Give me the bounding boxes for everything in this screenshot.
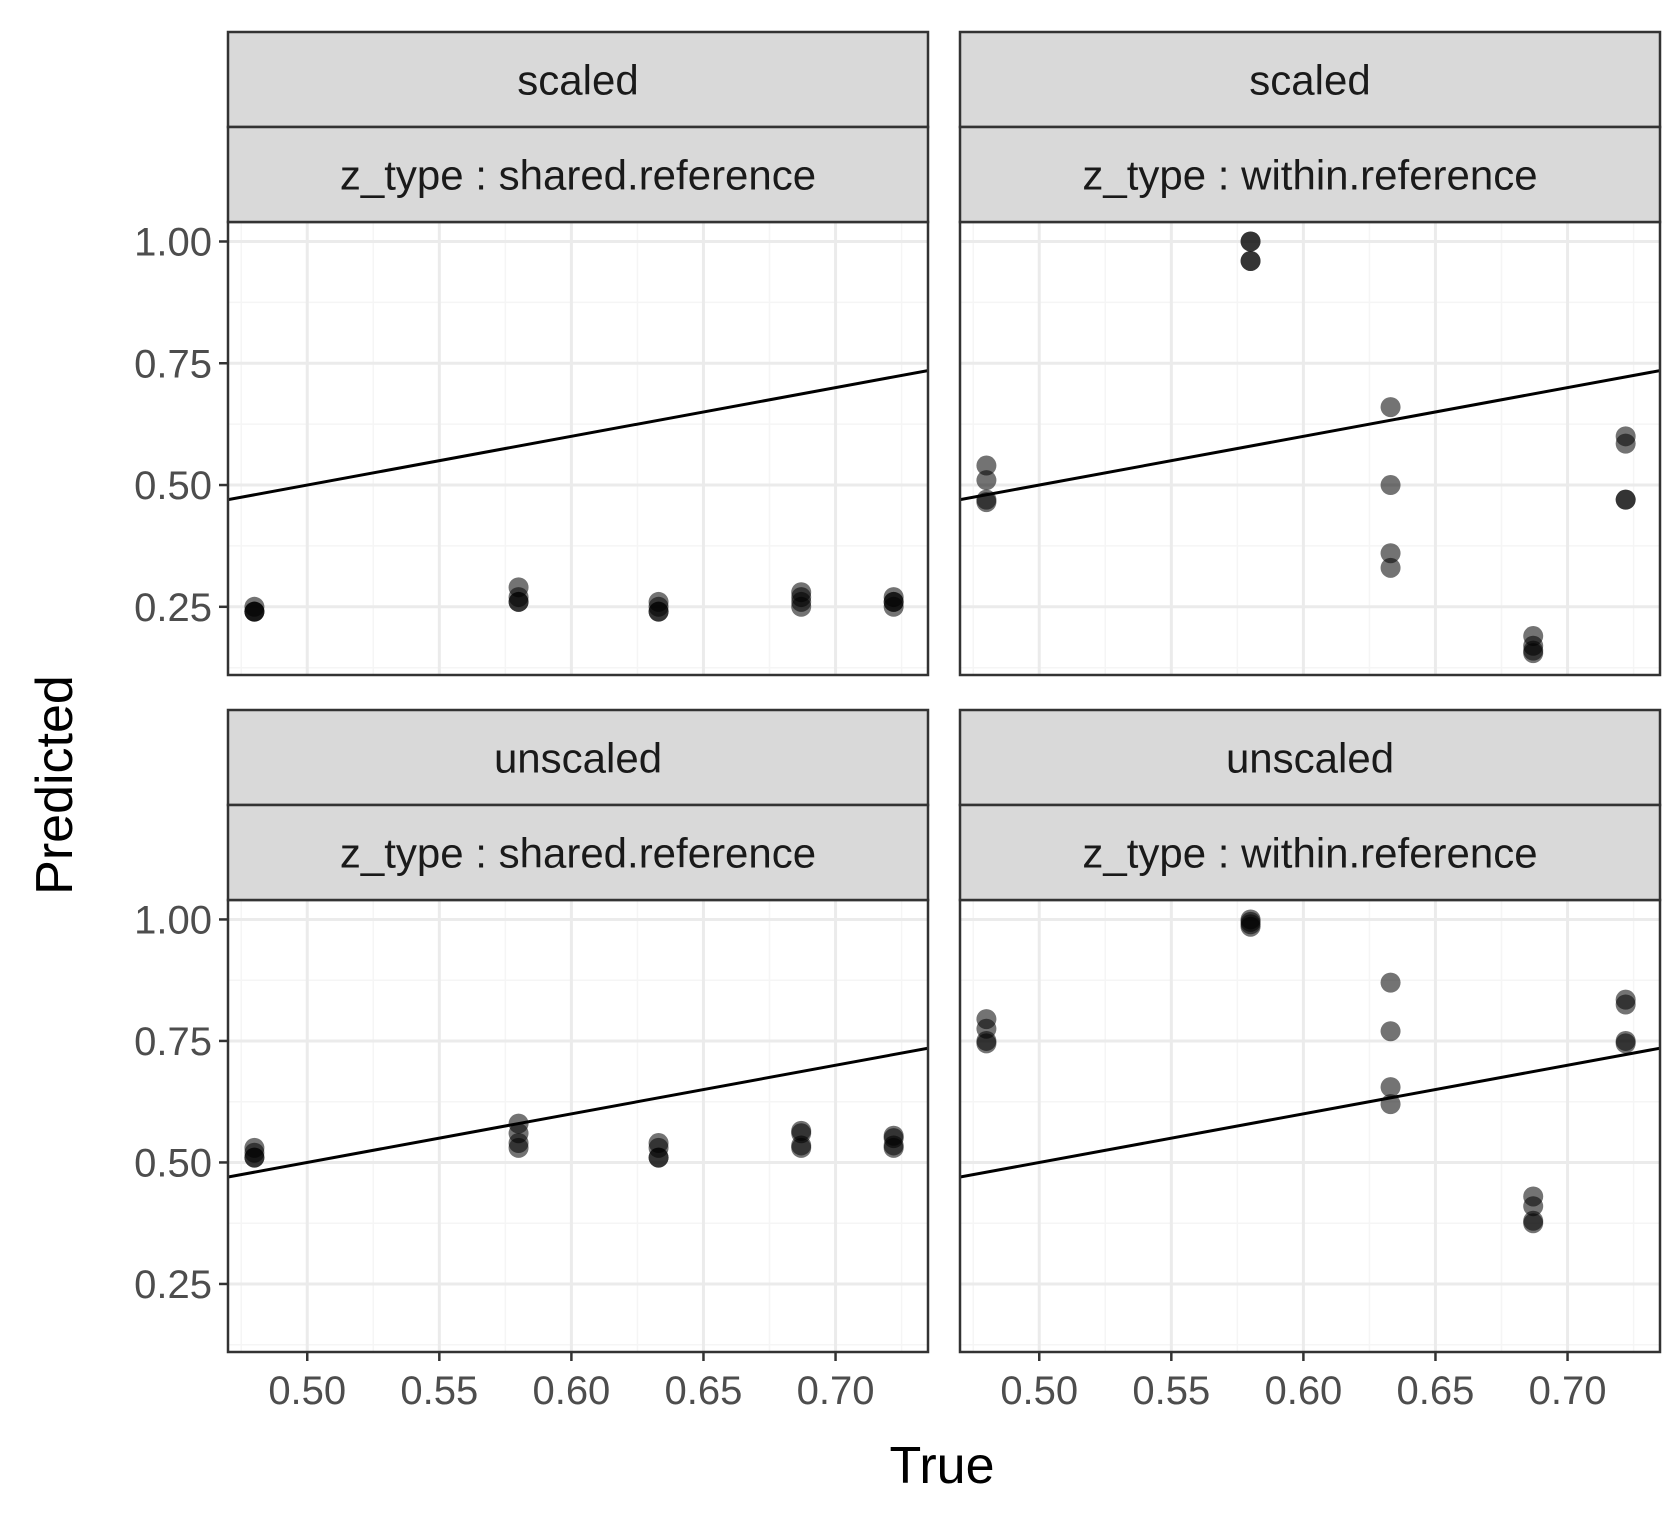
panels-layer: scaled z_type : shared.reference 0.25 0.50 0… xyxy=(134,30,1662,1413)
y-tick-label: 0.75 xyxy=(134,1020,212,1064)
y-tick-label: 1.00 xyxy=(134,898,212,942)
strip-top-label: scaled xyxy=(1249,57,1370,104)
strip-bottom-box xyxy=(958,125,1662,224)
y-tick-label: 0.25 xyxy=(134,586,212,630)
strip-top-box xyxy=(958,30,1662,129)
y-tick-label: 0.25 xyxy=(134,1263,212,1307)
panel-background xyxy=(960,900,1660,1352)
reference-line xyxy=(960,369,1660,502)
panel-background xyxy=(960,222,1660,675)
data-point xyxy=(883,1137,904,1158)
panel-background xyxy=(228,222,928,675)
strip-bottom-box xyxy=(958,803,1662,902)
data-point xyxy=(648,1147,669,1168)
y-tick-label: 1.00 xyxy=(134,220,212,264)
strip-bottom-label: z_type : within.reference xyxy=(1082,830,1537,877)
strip-top-label: scaled xyxy=(517,57,638,104)
data-point xyxy=(244,1147,265,1168)
strip-bottom-label: z_type : within.reference xyxy=(1082,152,1537,199)
data-point xyxy=(1380,1077,1401,1098)
x-tick-label: 0.50 xyxy=(268,1369,346,1413)
data-point xyxy=(976,455,997,476)
data-point xyxy=(1523,643,1544,664)
data-point xyxy=(976,470,997,491)
facet-panel-2: scaled z_type : within.reference xyxy=(958,30,1662,677)
y-tick-label: 0.75 xyxy=(134,342,212,386)
y-tick-label: 0.50 xyxy=(134,1141,212,1185)
strip-bottom-label: z_type : shared.reference xyxy=(340,152,816,199)
reference-line xyxy=(960,1046,1660,1179)
strip-bottom-box xyxy=(226,803,930,902)
data-point xyxy=(1240,916,1261,937)
data-point xyxy=(976,1033,997,1054)
x-tick-label: 0.60 xyxy=(532,1369,610,1413)
strip-top-label: unscaled xyxy=(1226,735,1394,782)
data-point xyxy=(1615,994,1636,1015)
strip-top-box xyxy=(226,708,930,807)
data-point xyxy=(1523,1213,1544,1234)
x-tick-label: 0.50 xyxy=(1000,1369,1078,1413)
strip-top-box xyxy=(226,30,930,129)
data-point xyxy=(976,492,997,513)
reference-line xyxy=(228,369,928,502)
facet-panel-4: unscaled z_type : within.reference 0.50 0.5… xyxy=(958,708,1662,1413)
data-point xyxy=(1615,489,1636,510)
data-point xyxy=(1380,557,1401,578)
data-point xyxy=(244,601,265,622)
facet-panel-1: scaled z_type : shared.reference 0.25 0.50 0… xyxy=(134,30,930,677)
data-point xyxy=(648,601,669,622)
x-tick-label: 0.70 xyxy=(1529,1369,1607,1413)
strip-top-label: unscaled xyxy=(494,735,662,782)
data-point xyxy=(791,596,812,617)
data-point xyxy=(1523,1196,1544,1217)
data-point xyxy=(1380,475,1401,496)
x-tick-label: 0.65 xyxy=(665,1369,743,1413)
x-tick-label: 0.70 xyxy=(797,1369,875,1413)
strip-bottom-box xyxy=(226,125,930,224)
data-point xyxy=(1380,543,1401,564)
data-point xyxy=(1380,397,1401,418)
x-tick-label: 0.60 xyxy=(1264,1369,1342,1413)
x-tick-label: 0.55 xyxy=(1132,1369,1210,1413)
data-point xyxy=(1380,1021,1401,1042)
strip-top-box xyxy=(958,708,1662,807)
data-point xyxy=(508,591,529,612)
reference-line xyxy=(228,1046,928,1179)
data-point xyxy=(1380,1094,1401,1115)
facet-panel-3: unscaled z_type : shared.reference 0.25 0.5… xyxy=(134,708,930,1413)
data-point xyxy=(791,1137,812,1158)
data-point xyxy=(1240,250,1261,271)
x-tick-label: 0.55 xyxy=(400,1369,478,1413)
data-point xyxy=(508,1137,529,1158)
data-point xyxy=(1240,231,1261,252)
data-point xyxy=(1615,1033,1636,1054)
x-axis-title: True xyxy=(890,1437,995,1495)
y-tick-label: 0.50 xyxy=(134,464,212,508)
y-axis-title: Predicted xyxy=(26,675,84,895)
strip-bottom-label: z_type : shared.reference xyxy=(340,830,816,877)
panel-background xyxy=(228,900,928,1352)
x-tick-label: 0.65 xyxy=(1397,1369,1475,1413)
data-point xyxy=(1615,433,1636,454)
data-point xyxy=(1380,972,1401,993)
data-point xyxy=(883,596,904,617)
